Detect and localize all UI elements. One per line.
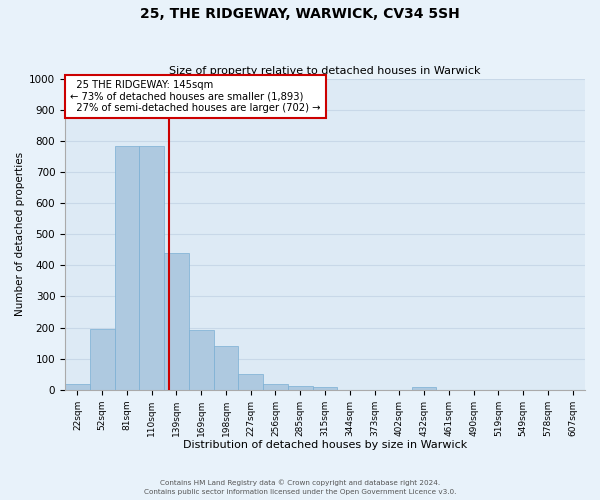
Bar [214, 346, 238, 390]
Text: Contains HM Land Registry data © Crown copyright and database right 2024.
Contai: Contains HM Land Registry data © Crown c… [144, 480, 456, 495]
Bar [288, 386, 313, 390]
Text: 25, THE RIDGEWAY, WARWICK, CV34 5SH: 25, THE RIDGEWAY, WARWICK, CV34 5SH [140, 8, 460, 22]
X-axis label: Distribution of detached houses by size in Warwick: Distribution of detached houses by size … [183, 440, 467, 450]
Bar [115, 146, 139, 390]
Text: 25 THE RIDGEWAY: 145sqm
← 73% of detached houses are smaller (1,893)
  27% of se: 25 THE RIDGEWAY: 145sqm ← 73% of detache… [70, 80, 321, 114]
Bar [189, 330, 214, 390]
Title: Size of property relative to detached houses in Warwick: Size of property relative to detached ho… [169, 66, 481, 76]
Bar [412, 386, 436, 390]
Bar [139, 146, 164, 390]
Bar [238, 374, 263, 390]
Y-axis label: Number of detached properties: Number of detached properties [15, 152, 25, 316]
Bar [313, 387, 337, 390]
Bar [90, 329, 115, 390]
Bar [263, 384, 288, 390]
Bar [65, 384, 90, 390]
Bar [164, 254, 189, 390]
